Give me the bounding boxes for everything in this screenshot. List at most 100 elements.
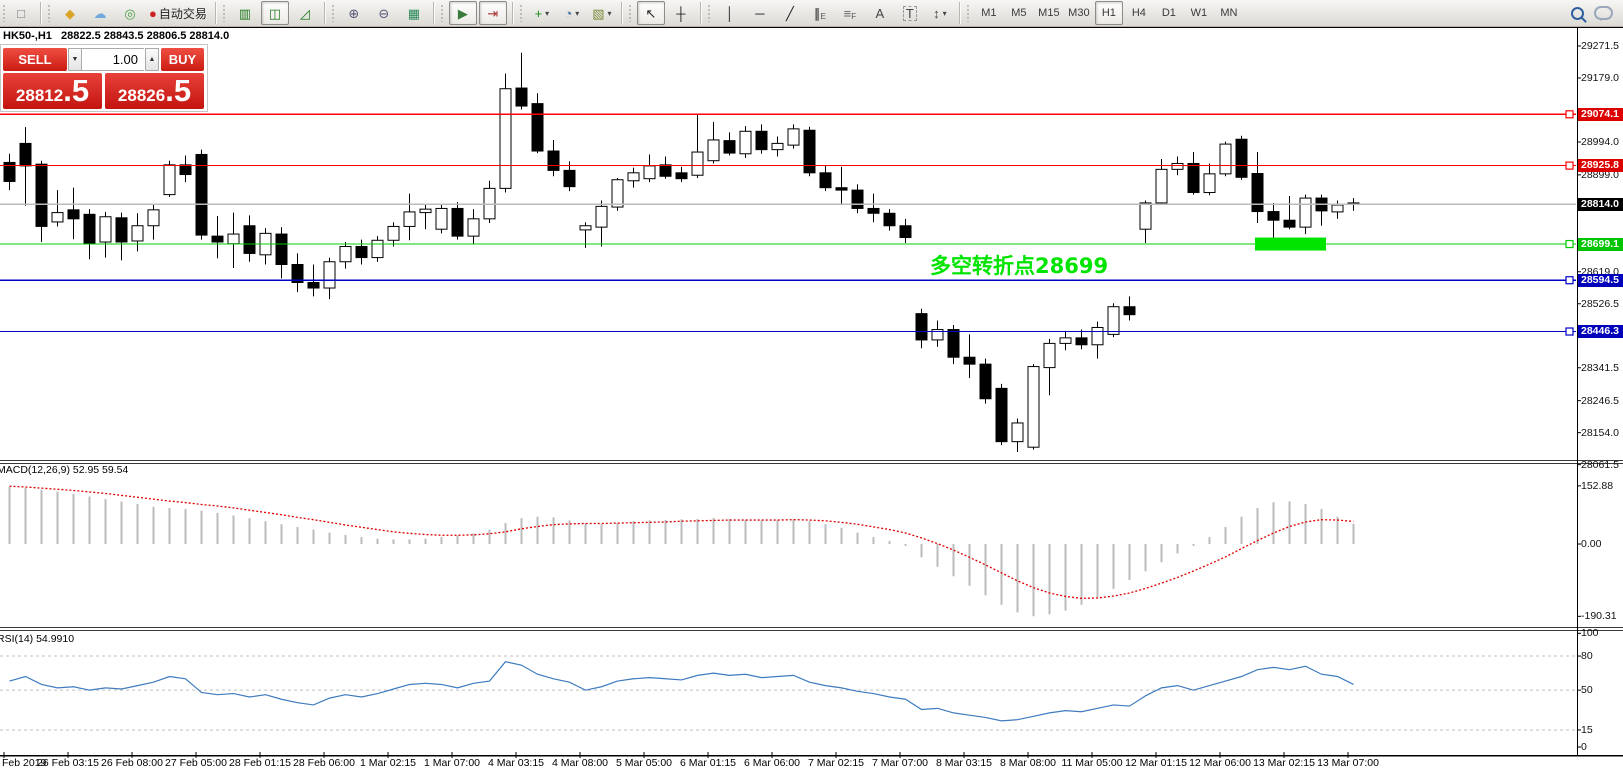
arrow-up-icon: ▲ [148, 56, 156, 63]
timeframe-m1-label: M1 [981, 7, 997, 19]
buy-price-frac: .5 [165, 73, 192, 108]
line-chart-button[interactable]: ◿ [291, 1, 319, 25]
timeframe-d1-button[interactable]: D1 [1155, 1, 1183, 25]
line-chart-icon: ◿ [299, 5, 310, 21]
timeframe-m15-label: M15 [1038, 7, 1060, 19]
sub-letter: F [851, 11, 857, 21]
signals-button[interactable]: ◎ [116, 1, 144, 25]
volume-increase-button[interactable]: ▲ [145, 48, 159, 71]
periods-button[interactable]: ◔ ▾ [558, 1, 586, 25]
toolbar-grip[interactable] [330, 4, 336, 22]
templates-button[interactable]: ▧ ▾ [588, 1, 616, 25]
toolbar-separator [699, 2, 701, 24]
chart-shift-button[interactable]: ⇥ [478, 1, 507, 25]
timeframe-d1-label: D1 [1161, 7, 1176, 19]
one-click-trade-panel: SELL ▼ ▲ BUY 28812 .5 28826 .5 [0, 44, 208, 112]
dropdown-arrow-icon[interactable]: ▾ [942, 8, 947, 18]
sell-price-main: 28812 [15, 86, 64, 105]
crosshair-button[interactable]: ┼ [667, 1, 695, 25]
equidistant-channel-button[interactable]: ∥ E [806, 1, 834, 25]
arrows-icon: ↕ [933, 5, 940, 21]
sub-letter: E [820, 11, 826, 21]
toolbar-grip[interactable] [439, 4, 445, 22]
timeframe-h4-button[interactable]: H4 [1125, 1, 1153, 25]
timeframe-m1-button[interactable]: M1 [975, 1, 1003, 25]
chat-icon[interactable] [1594, 6, 1613, 21]
toolbar-grip[interactable] [965, 4, 971, 22]
volume-input[interactable] [82, 48, 144, 71]
zoom-in-icon: ⊕ [348, 5, 360, 21]
styles-button[interactable]: ◆ [56, 1, 84, 25]
cursor-icon: ↖ [645, 5, 657, 21]
buy-price-button[interactable]: 28826 .5 [105, 73, 204, 109]
sell-price-frac: .5 [63, 73, 90, 108]
timeframe-m15-button[interactable]: M15 [1035, 1, 1063, 25]
timeframe-m30-button[interactable]: M30 [1065, 1, 1093, 25]
toolbar-grip[interactable] [518, 4, 524, 22]
trendline-icon: ╱ [785, 5, 794, 21]
toolbar-separator [323, 2, 325, 24]
toolbar-separator [214, 2, 216, 24]
search-icon[interactable] [1571, 6, 1584, 20]
sell-button[interactable]: SELL [3, 48, 67, 71]
trendline-button[interactable]: ╱ [776, 1, 804, 25]
autotrade-button[interactable]: ● 自动交易 [146, 1, 210, 25]
crosshair-icon: ┼ [676, 5, 686, 21]
templates-icon: ▧ [592, 5, 605, 21]
candlestick-chart-button[interactable]: ◫ [260, 1, 289, 25]
horizontal-line-icon: ─ [755, 5, 765, 21]
timeframe-w1-label: W1 [1190, 7, 1208, 19]
timeframe-mn-button[interactable]: MN [1215, 1, 1243, 25]
text-button[interactable]: A [866, 1, 894, 25]
timeframe-mn-label: MN [1220, 7, 1238, 19]
autotrade-label: 自动交易 [158, 6, 207, 21]
timeframe-m5-button[interactable]: M5 [1005, 1, 1033, 25]
toolbar-right-icons [1571, 6, 1613, 21]
dropdown-arrow-icon[interactable]: ▾ [575, 8, 580, 18]
arrows-button[interactable]: ↕ ▾ [926, 1, 954, 25]
timeframe-h4-label: H4 [1131, 7, 1146, 19]
timeframe-h1-button[interactable]: H1 [1094, 1, 1123, 25]
toolbar-grip[interactable] [627, 4, 633, 22]
toolbar: □ ◆ ☁ ◎ ● 自动交易 ▥ ◫ ◿ ⊕ ⊖ ▦ ▶ ⇥ + ▾ ◔ ▾ ▧ ▾ ↖ ┼ │ ─ ╱ ∥ E ≡ F A T ↕ ▾ M1 M5… [0, 0, 1623, 27]
timeframe-m5-label: M5 [1011, 7, 1027, 19]
publish-icon: ☁ [93, 5, 107, 21]
candlestick-chart-icon: ◫ [268, 5, 282, 21]
dropdown-arrow-icon[interactable]: ▾ [607, 8, 612, 18]
zoom-in-button[interactable]: ⊕ [340, 1, 368, 25]
buy-button[interactable]: BUY [161, 48, 204, 71]
text-label-button[interactable]: T [896, 1, 924, 25]
new-order-button[interactable]: □ [7, 1, 35, 25]
toolbar-grip[interactable] [706, 4, 712, 22]
vertical-line-icon: │ [725, 5, 734, 21]
cursor-button[interactable]: ↖ [636, 1, 665, 25]
bar-chart-button[interactable]: ▥ [231, 1, 259, 25]
toolbar-grip[interactable] [2, 4, 7, 22]
indicators-button[interactable]: + ▾ [528, 1, 556, 25]
volume-decrease-button[interactable]: ▼ [68, 48, 82, 71]
auto-scroll-button[interactable]: ▶ [448, 1, 477, 25]
zoom-out-icon: ⊖ [378, 5, 390, 21]
toolbar-grip[interactable] [47, 4, 52, 22]
publish-button[interactable]: ☁ [86, 1, 114, 25]
tile-windows-button[interactable]: ▦ [400, 1, 428, 25]
toolbar-separator [620, 2, 622, 24]
tile-windows-icon: ▦ [407, 5, 421, 21]
timeframe-w1-button[interactable]: W1 [1185, 1, 1213, 25]
timeframe-m30-label: M30 [1068, 7, 1090, 19]
bar-chart-icon: ▥ [238, 5, 252, 21]
fibonacci-icon: ≡ [843, 5, 852, 21]
horizontal-line-button[interactable]: ─ [746, 1, 774, 25]
sell-price-button[interactable]: 28812 .5 [3, 73, 102, 109]
fibonacci-button[interactable]: ≡ F [836, 1, 864, 25]
toolbar-separator [40, 2, 41, 24]
window-top-border [0, 26, 1623, 28]
text-label-icon: T [902, 5, 917, 21]
zoom-out-button[interactable]: ⊖ [370, 1, 398, 25]
dropdown-arrow-icon[interactable]: ▾ [545, 8, 550, 18]
auto-scroll-icon: ▶ [457, 5, 468, 21]
toolbar-grip[interactable] [221, 4, 227, 22]
vertical-line-button[interactable]: │ [716, 1, 744, 25]
arrow-down-icon: ▼ [71, 56, 79, 63]
